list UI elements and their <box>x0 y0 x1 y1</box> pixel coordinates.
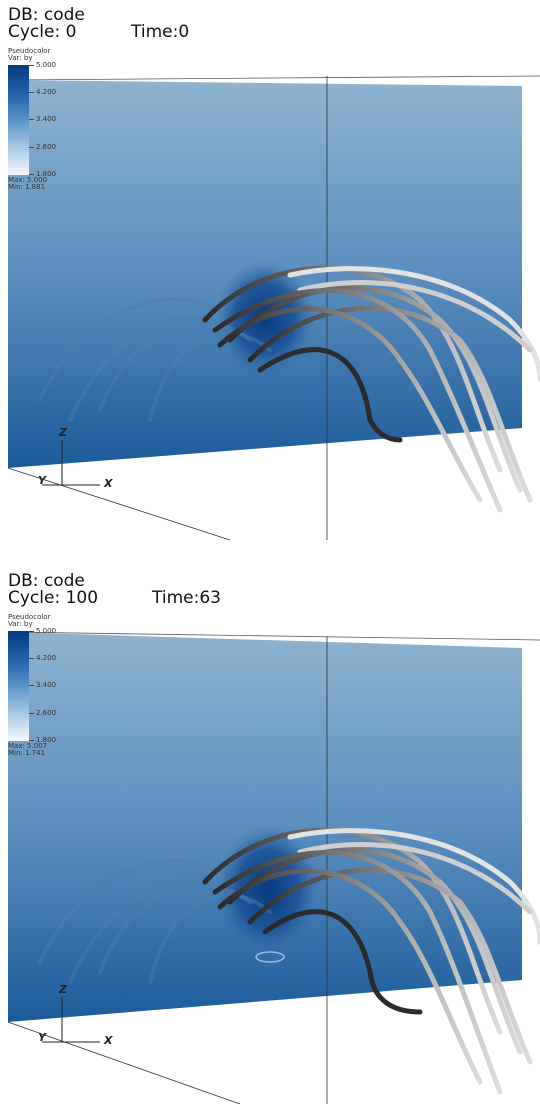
bounding-line <box>7 467 231 541</box>
time-label: Time:0 <box>131 22 190 42</box>
legend-tick-label: 3.400 <box>36 681 57 689</box>
legend-tick-label: 4.200 <box>36 654 57 662</box>
field-line-tubes <box>38 265 540 513</box>
legend-tick <box>29 658 34 659</box>
bounding-line <box>7 75 540 81</box>
bounding-line <box>7 631 540 641</box>
legend-tick-label: 1.800 <box>36 736 57 744</box>
legend-min: Min: 1.741 <box>8 749 46 757</box>
legend-title: Pseudocolor <box>8 47 51 55</box>
axis-y-label: Y <box>38 474 46 487</box>
legend-tick <box>29 174 34 175</box>
legend-tick <box>29 740 34 741</box>
legend-variable: Var: by <box>8 54 33 62</box>
legend-tick <box>29 713 34 714</box>
legend-max: Max: 5.000 <box>8 176 48 184</box>
legend-tick <box>29 119 34 120</box>
legend-tick-label: 5.000 <box>36 61 57 69</box>
cycle-label: Cycle: 100 <box>8 588 99 608</box>
legend-colorbar <box>8 65 29 175</box>
color-legend: Pseudocolor Var: by 5.000 4.200 3.400 2.… <box>8 614 78 764</box>
axis-x-label: X <box>104 1034 113 1047</box>
legend-tick <box>29 147 34 148</box>
legend-tick-label: 4.200 <box>36 88 57 96</box>
time-label: Time:63 <box>152 588 221 608</box>
field-line-tubes <box>38 827 540 1095</box>
axis-x-label: X <box>104 477 113 490</box>
cycle-label: Cycle: 0 <box>8 22 77 42</box>
legend-tick <box>29 92 34 93</box>
legend-tick-label: 2.600 <box>36 709 57 717</box>
legend-tick-label: 1.800 <box>36 170 57 178</box>
legend-colorbar <box>8 631 29 741</box>
legend-tick-label: 2.600 <box>36 143 57 151</box>
visualization-panel-cycle-0: DB: code Cycle: 0 Time:0 Pseudocolor Var… <box>7 5 540 541</box>
axis-y-label: Y <box>38 1031 46 1044</box>
density-ripple <box>255 951 285 963</box>
database-label: DB: code <box>8 571 85 591</box>
render-scene <box>7 631 540 1104</box>
legend-tick <box>29 631 34 632</box>
legend-tick <box>29 65 34 66</box>
legend-tick-label: 5.000 <box>36 627 57 635</box>
legend-title: Pseudocolor <box>8 613 51 621</box>
database-label: DB: code <box>8 5 85 25</box>
legend-tick-label: 3.400 <box>36 115 57 123</box>
visualization-panel-cycle-100: DB: code Cycle: 100 Time:63 Pseudocolor … <box>0 552 540 1104</box>
axis-z-label: Z <box>59 983 67 996</box>
bounding-line <box>7 1021 241 1104</box>
legend-tick <box>29 685 34 686</box>
legend-min: Min: 1.881 <box>8 183 46 191</box>
render-scene <box>7 75 540 541</box>
legend-max: Max: 5.007 <box>8 742 48 750</box>
legend-variable: Var: by <box>8 620 33 628</box>
color-legend: Pseudocolor Var: by 5.000 4.200 3.400 2.… <box>8 48 78 198</box>
axis-z-label: Z <box>59 426 67 439</box>
